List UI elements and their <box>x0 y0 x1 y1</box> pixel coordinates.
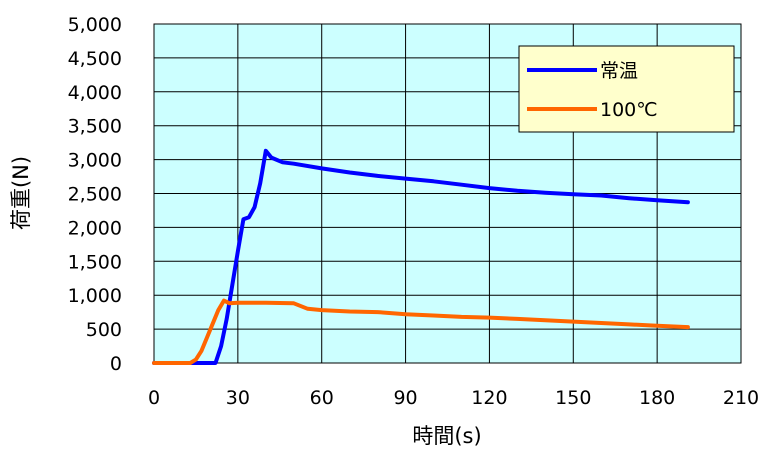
legend-label-series-2: 100℃ <box>600 99 658 121</box>
y-tick-label: 1,500 <box>68 251 122 273</box>
y-axis-tick-labels: 0 500 1,000 1,500 2,000 2,500 3,000 3,500 4,000 4… <box>68 14 122 375</box>
x-tick-label: 120 <box>471 387 507 409</box>
x-tick-label: 60 <box>310 387 334 409</box>
x-tick-label: 0 <box>148 387 160 409</box>
y-tick-label: 5,000 <box>68 14 122 36</box>
y-tick-label: 1,000 <box>68 285 122 307</box>
x-axis-tick-labels: 0 30 60 90 120 150 180 210 <box>148 387 759 409</box>
x-tick-label: 150 <box>555 387 591 409</box>
x-tick-label: 30 <box>226 387 250 409</box>
y-tick-label: 4,000 <box>68 82 122 104</box>
y-tick-label: 3,500 <box>68 116 122 138</box>
y-tick-label: 0 <box>110 353 122 375</box>
y-tick-label: 2,500 <box>68 184 122 206</box>
y-tick-label: 4,500 <box>68 48 122 70</box>
y-axis-title: 荷重(N) <box>9 156 33 230</box>
series-line-1 <box>152 148 690 365</box>
y-tick-label: 2,000 <box>68 217 122 239</box>
legend: 常温 100℃ <box>518 45 735 133</box>
legend-label-series-1: 常温 <box>600 60 638 82</box>
series-line-2 <box>152 298 690 365</box>
x-tick-label: 210 <box>723 387 759 409</box>
legend-box <box>518 45 735 133</box>
y-tick-label: 3,000 <box>68 150 122 172</box>
x-tick-label: 90 <box>393 387 417 409</box>
grid <box>154 24 741 363</box>
plot-border <box>153 23 742 364</box>
y-tick-label: 500 <box>86 319 122 341</box>
x-axis-title: 時間(s) <box>412 424 481 448</box>
series-group <box>152 148 690 365</box>
x-tick-label: 180 <box>639 387 675 409</box>
